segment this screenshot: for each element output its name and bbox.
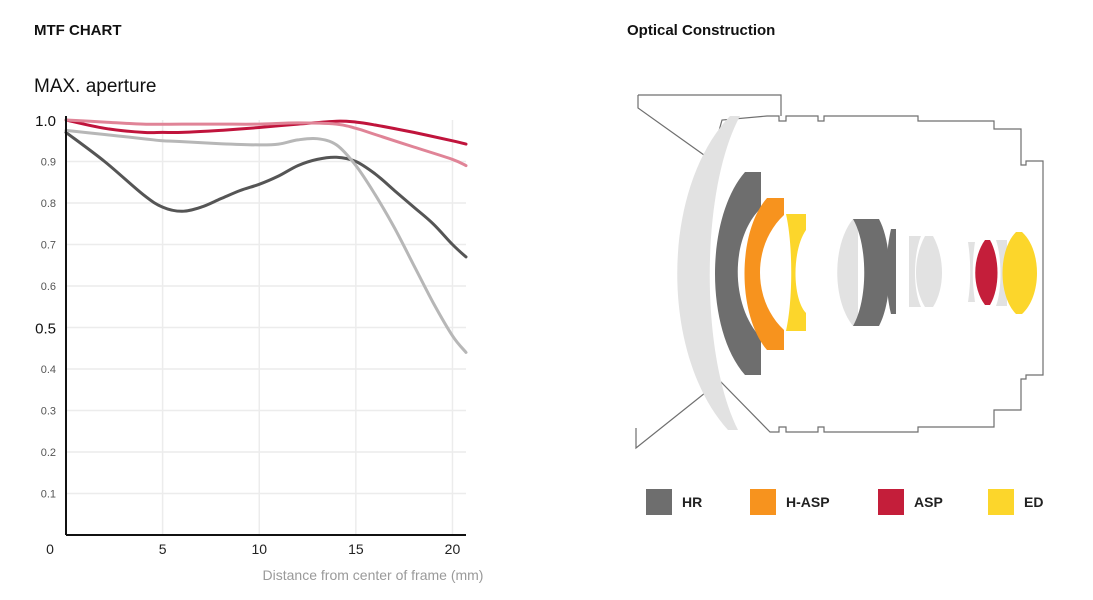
y-tick-label: 0.9	[41, 157, 56, 169]
y-tick-label: 0.6	[41, 281, 56, 293]
mtf-chart: MAX. aperture 0 5 10 15 20 0.1 0.2 0.3 0.4 0.5 0.6…	[34, 76, 484, 583]
legend-label-hr: HR	[682, 494, 703, 510]
legend-swatch-h-asp	[750, 489, 776, 515]
legend-label-h-asp: H-ASP	[786, 494, 830, 510]
mtf-series-line-3	[64, 118, 468, 146]
lens-element-8	[909, 236, 921, 307]
lens-element-10	[968, 242, 975, 302]
y-tick-label: 0.7	[41, 240, 56, 252]
lens-housing-outline	[635, 94, 1044, 450]
mtf-series-line-1	[64, 130, 468, 259]
x-tick-label: 20	[445, 541, 461, 557]
y-tick-label: 0.4	[41, 364, 56, 376]
x-tick-label: 10	[251, 541, 267, 557]
legend-label-asp: ASP	[914, 494, 943, 510]
y-tick-label: 0.8	[41, 198, 56, 210]
y-tick-label: 1.0	[35, 113, 56, 130]
chart-grid	[66, 120, 466, 535]
legend-item-asp: ASP	[878, 488, 943, 516]
y-tick-label: 0.2	[41, 447, 56, 459]
mtf-series-line-4	[64, 118, 468, 168]
legend-label-ed: ED	[1024, 494, 1044, 510]
lens-element-1	[677, 116, 740, 430]
legend-swatch-asp	[878, 489, 904, 515]
chart-axes	[65, 116, 466, 536]
lens-element-9	[916, 236, 942, 307]
lens-legend: HR H-ASP ASP ED	[646, 488, 1066, 516]
lens-element-2-hr	[715, 172, 761, 375]
chart-tick-labels: 0 5 10 15 20 0.1 0.2 0.3 0.4 0.5 0.6 0.7 0.8 0.9 1.0	[35, 113, 460, 557]
chart-series-group	[64, 118, 468, 354]
legend-item-h-asp: H-ASP	[750, 488, 830, 516]
legend-item-ed: ED	[988, 488, 1043, 516]
chart-subtitle: MAX. aperture	[34, 76, 157, 97]
optical-construction-heading: Optical Construction	[627, 22, 776, 39]
lens-element-4-ed	[786, 214, 806, 331]
legend-swatch-ed	[988, 489, 1014, 515]
x-tick-label: 15	[348, 541, 364, 557]
legend-item-hr: HR	[646, 488, 702, 516]
lens-element-6-hr	[853, 219, 890, 326]
lens-element-13-ed	[1002, 232, 1037, 314]
x-tick-label: 5	[159, 541, 167, 557]
y-tick-label: 0.1	[41, 489, 56, 501]
lens-element-11-asp	[975, 240, 998, 305]
x-axis-label: Distance from center of frame (mm)	[263, 567, 484, 583]
x-tick-label: 0	[46, 541, 54, 557]
y-tick-label: 0.5	[35, 321, 56, 338]
y-tick-label: 0.3	[41, 406, 56, 418]
mtf-chart-heading: MTF CHART	[34, 22, 122, 39]
lens-element-5	[837, 219, 858, 326]
legend-swatch-hr	[646, 489, 672, 515]
lens-element-3-hasp	[744, 198, 784, 350]
mtf-series-line-2	[64, 128, 468, 354]
lens-element-7-hr	[886, 229, 896, 314]
